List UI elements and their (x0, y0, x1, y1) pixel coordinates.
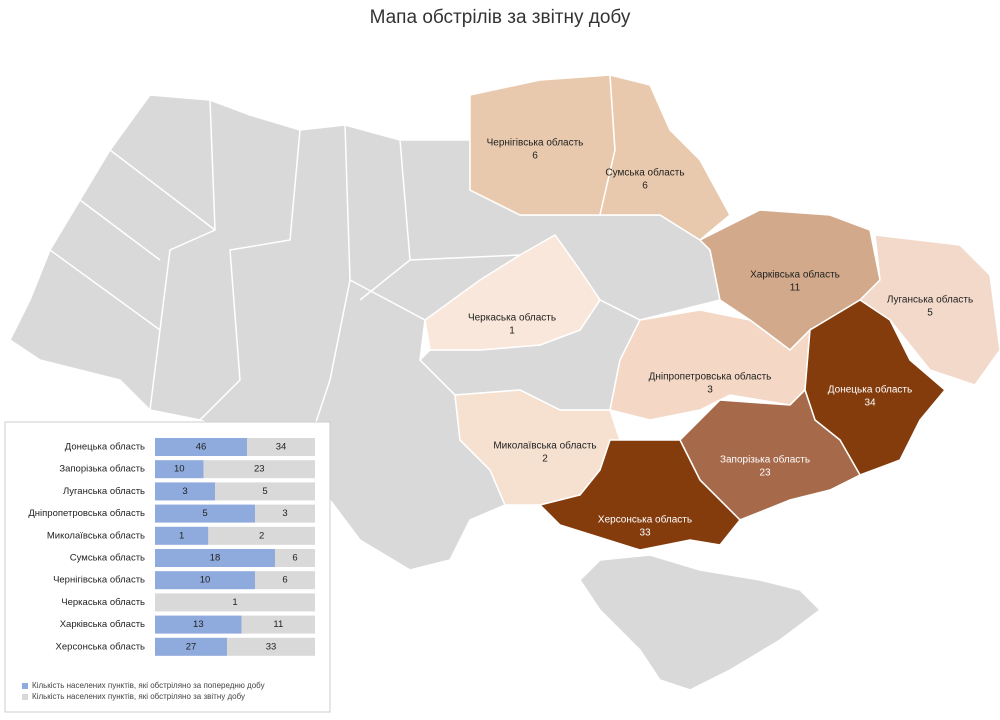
bar-segment (203, 460, 315, 479)
bar-label: 6 (282, 575, 287, 586)
bar-label: 1 (232, 597, 237, 608)
region-value: 6 (642, 181, 648, 192)
region-value: 1 (509, 326, 515, 337)
bar-segment (155, 637, 227, 656)
region-value: 3 (707, 385, 713, 396)
region-name: Харківська область (750, 269, 840, 281)
bar-segment (155, 482, 215, 501)
region-name: Дніпропетровська область (649, 371, 772, 383)
category-label: Дніпропетровська область (28, 508, 145, 519)
region-value: 34 (864, 398, 876, 409)
bar-segment (155, 504, 255, 523)
bar-segment (215, 482, 315, 501)
region-name: Херсонська область (598, 514, 692, 526)
region-name: Чернігівська область (487, 137, 584, 149)
category-label: Запорізька область (59, 464, 145, 475)
bar-segment (155, 593, 315, 612)
region-name: Черкаська область (468, 312, 556, 324)
bar-label: 10 (200, 575, 211, 586)
region (858, 234, 1000, 386)
region-name: Запорізька область (720, 454, 810, 466)
bar-label: 18 (210, 553, 221, 564)
bar-segment (227, 637, 315, 656)
bar-label: 11 (273, 619, 283, 630)
category-label: Черкаська область (61, 597, 145, 608)
inset-chart: Донецька область 46 34 Запорізька область 10… (22, 438, 315, 701)
bar-label: 33 (266, 641, 277, 652)
bar-label: 23 (254, 464, 265, 475)
legend-label: Кількість населених пунктів, які обстріл… (32, 681, 265, 690)
title: Мапа обстрілів за звітну добу (370, 7, 631, 28)
bar-segment (155, 438, 247, 456)
bar-label: 5 (262, 486, 267, 497)
legend-label: Кількість населених пунктів, які обстріл… (32, 692, 245, 701)
legend-swatch (22, 694, 28, 700)
region-border (49, 99, 521, 471)
region-name: Луганська область (887, 294, 973, 306)
bar-segment (155, 571, 255, 590)
bar-segment (255, 504, 315, 523)
bar-label: 2 (259, 530, 264, 541)
region-value: 23 (759, 468, 771, 479)
bar-label: 5 (202, 508, 207, 519)
bar-label: 27 (186, 641, 197, 652)
region-value: 11 (790, 283, 801, 294)
region-name: Донецька область (828, 384, 912, 396)
bar-label: 34 (276, 442, 287, 453)
region-value: 5 (927, 308, 933, 319)
region (424, 234, 601, 351)
regions (424, 74, 1000, 551)
category-label: Сумська область (70, 553, 145, 564)
crimea (579, 554, 822, 691)
bar-label: 13 (193, 619, 204, 630)
category-label: Миколаївська область (47, 530, 145, 541)
bar-label: 46 (196, 442, 207, 453)
category-label: Донецька область (65, 442, 145, 453)
bar-segment (208, 526, 315, 545)
region-name: Миколаївська область (493, 440, 596, 452)
bar-label: 10 (174, 464, 185, 475)
bar-segment (155, 615, 242, 634)
bar-label: 6 (292, 553, 297, 564)
bar-segment (155, 460, 204, 479)
bar-segment (155, 526, 209, 545)
category-label: Луганська область (63, 486, 145, 497)
bar-label: 3 (182, 486, 187, 497)
bar-segment (241, 615, 315, 634)
region (538, 439, 742, 551)
bar-label: 1 (179, 530, 184, 541)
category-label: Чернігівська область (53, 575, 145, 586)
region-value: 6 (532, 151, 538, 162)
bar-label: 3 (282, 508, 287, 519)
bar-segment (255, 571, 315, 590)
bar-segment (275, 549, 315, 567)
region (599, 74, 731, 241)
category-label: Харківська область (60, 619, 145, 630)
region-labels: Чернігівська область 6 Сумська область 6 Хар… (468, 137, 973, 539)
bar-segment (247, 438, 315, 456)
region-name: Сумська область (605, 167, 684, 179)
region-value: 2 (542, 454, 548, 465)
legend-swatch (22, 683, 28, 689)
category-label: Херсонська область (56, 641, 146, 652)
region-value: 33 (639, 528, 651, 539)
bar-segment (155, 549, 275, 567)
